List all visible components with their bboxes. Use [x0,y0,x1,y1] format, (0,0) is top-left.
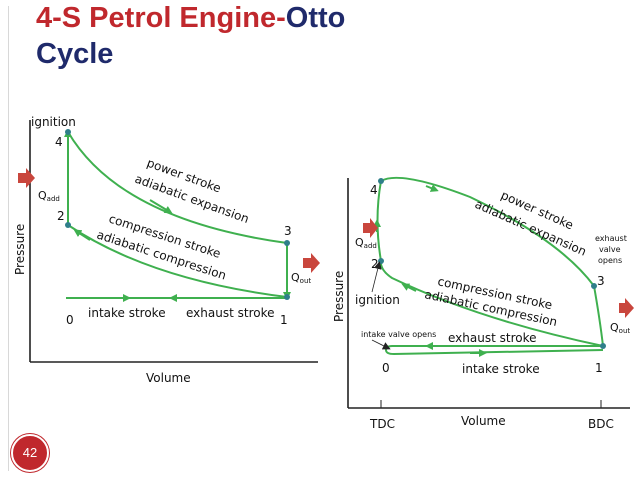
right-tdc-label: TDC [369,417,395,431]
slide-side-rule [8,6,9,471]
right-exhaust-valve-label-1: exhaust [595,234,627,243]
right-exhaust-stroke-label: exhaust stroke [448,331,536,345]
left-point-1 [284,294,290,300]
left-point-label-3: 4 [55,135,63,149]
left-curve-compression [67,224,288,298]
right-x-axis-label: Volume [461,414,506,428]
right-intake-valve-label: intake valve opens [361,330,436,339]
right-curve-2-3 [376,180,382,262]
left-point-2 [65,222,71,228]
right-intake-line [385,349,604,356]
left-point-label-0: 0 [66,313,74,327]
left-qadd-label: Qadd [38,189,60,203]
left-point-4 [284,240,290,246]
right-qadd-arrow-icon [363,218,378,238]
left-point-3 [65,129,71,135]
right-ignition-label: ignition [355,293,400,307]
right-exhaust-valve-label-3: opens [598,256,622,265]
right-exhaust-valve-label-2: valve [599,245,621,254]
left-y-axis-label: Pressure [13,224,27,275]
right-qout-arrow-icon [619,298,634,318]
right-y-axis-label: Pressure [332,271,346,322]
right-point-3 [378,178,384,184]
left-curve-power [67,131,288,244]
right-power-arrow [425,184,439,192]
page-number: 42 [22,445,38,460]
right-point-label-3: 4 [370,183,378,197]
left-point-label-4: 3 [284,224,292,238]
left-x-axis-label: Volume [146,371,191,385]
right-pv-diagram: Pressure Volume TDC BDC 4 2 3 1 0 igniti… [332,176,634,431]
right-qout-label: Qout [610,321,630,335]
left-ignition-label: ignition [31,115,76,129]
right-bdc-label: BDC [588,417,614,431]
right-point-label-0: 0 [382,361,390,375]
slide-title: 4-S Petrol Engine-Otto Cycle [36,0,345,72]
right-curve-4-1 [593,285,604,347]
left-pv-diagram: ignition Pressure Volume 4 2 3 1 0 Qadd … [13,115,320,385]
right-qadd-label: Qadd [355,236,377,250]
right-curve-power [380,176,595,287]
right-point-4 [591,283,597,289]
left-qadd-arrow-icon [18,168,35,188]
left-power-arrow [149,199,173,214]
right-exhaust-line [385,345,603,351]
right-intake-stroke-label: intake stroke [462,362,540,376]
right-ignition-pointer [371,261,382,293]
left-point-label-1: 1 [280,313,288,327]
right-point-2 [378,258,384,264]
title-part-red: 4-S Petrol Engine- [36,2,286,34]
title-line2: Cycle [36,38,114,70]
right-curve-compression [379,260,604,347]
left-intake-stroke-label: intake stroke [88,306,166,320]
left-qout-arrow-icon [303,253,320,273]
left-compression-arrow [73,229,91,241]
right-compression-arrow [401,283,417,292]
title-part-blue: Otto [285,2,346,34]
left-exhaust-stroke-label: exhaust stroke [186,306,274,320]
right-intake-valve-pointer [371,339,391,350]
right-point-1 [600,343,606,349]
right-point-label-1: 1 [595,361,603,375]
page-number-badge: 42 [11,434,49,472]
right-point-label-4: 3 [597,274,605,288]
left-qout-label: Qout [291,271,311,285]
left-point-label-2: 2 [57,209,65,223]
